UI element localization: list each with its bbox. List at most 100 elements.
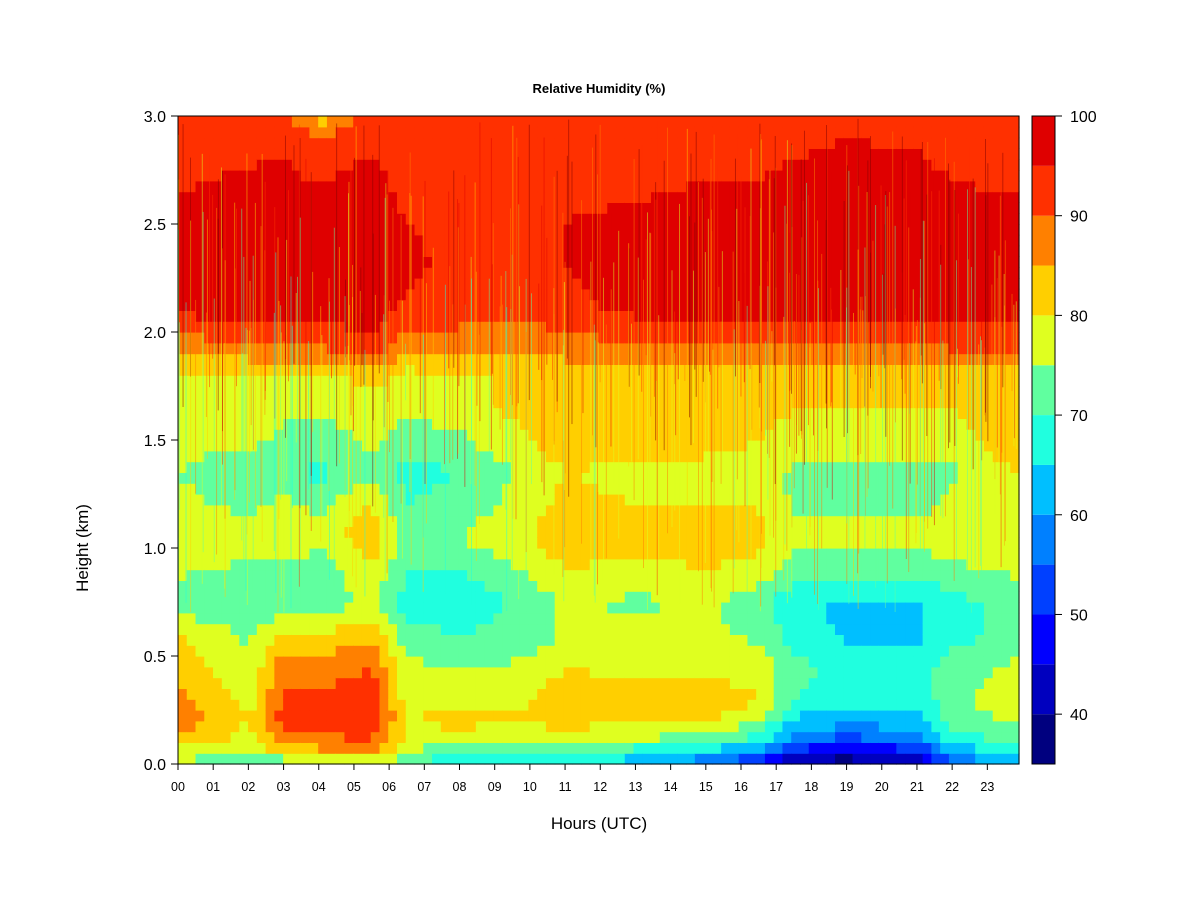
heatmap-cell [335,234,346,247]
heatmap-cell [195,612,205,625]
heatmap-cell [659,634,670,646]
heatmap-cell [239,191,249,203]
heatmap-cell [659,591,670,603]
heatmap-cell [502,288,512,301]
heatmap-cell [563,180,573,193]
heatmap-cell [379,116,389,128]
heatmap-cell [729,645,740,657]
heatmap-cell [405,537,416,549]
heatmap-cell [432,170,442,182]
heatmap-cell [475,656,486,668]
heatmap-cell [633,245,643,257]
heatmap-cell [808,580,819,592]
heatmap-cell [318,375,328,387]
heatmap-cell [572,710,582,722]
heatmap-cell [616,321,626,333]
heatmap-cell [458,396,468,409]
heatmap-cell [318,256,328,268]
heatmap-cell [379,677,389,689]
heatmap-cell [423,720,433,733]
heatmap-cell [686,656,696,668]
heatmap-cell [344,699,354,711]
heatmap-cell [475,645,486,657]
heatmap-cell [230,515,240,527]
heatmap-cell [475,483,486,495]
heatmap-cell [554,537,565,549]
heatmap-cell [616,170,626,182]
heatmap-cell [738,191,749,203]
heatmap-cell [484,526,494,538]
heatmap-cell [668,213,678,225]
heatmap-cell [607,677,617,689]
heatmap-cell [878,494,889,506]
heatmap-cell [405,461,416,473]
heatmap-cell [826,634,836,646]
heatmap-cell [808,666,819,679]
heatmap-cell [887,429,897,441]
heatmap-cell [379,159,389,171]
heatmap-cell [432,116,442,128]
heatmap-cell [817,170,827,182]
heatmap-cell [554,191,565,203]
heatmap-cell [318,288,328,301]
heatmap-cell [475,375,486,387]
heatmap-cell [248,656,258,668]
heatmap-cell [878,148,889,160]
heatmap-cell [817,710,827,722]
heatmap-cell [221,677,232,689]
heatmap-cell [213,742,223,754]
heatmap-cell [397,256,407,268]
heatmap-cell [326,504,337,517]
heatmap-cell [230,494,240,506]
heatmap-cell [493,364,503,376]
heatmap-cell [738,504,749,517]
heatmap-cell [835,548,845,560]
heatmap-cell [799,558,810,571]
heatmap-cell [808,753,819,765]
heatmap-cell [335,180,346,193]
heatmap-cell [239,710,249,722]
heatmap-cell [835,278,845,290]
heatmap-cell [843,602,854,614]
heatmap-cell [449,612,459,625]
heatmap-cell [887,472,897,484]
heatmap-cell [729,288,740,301]
heatmap-cell [449,710,459,722]
heatmap-cell [353,224,363,236]
heatmap-cell [423,353,433,365]
heatmap-cell [782,753,792,765]
heatmap-cell [265,224,275,236]
heatmap-cell [607,288,617,301]
heatmap-cell [265,666,275,679]
heatmap-cell [291,450,302,463]
heatmap-cell [414,731,424,743]
heatmap-cell [773,299,784,311]
heatmap-cell [519,213,530,225]
heatmap-cell [379,429,389,441]
heatmap-cell [291,720,302,733]
heatmap-cell [449,548,459,560]
heatmap-cell [712,224,722,236]
heatmap-cell [291,148,302,160]
heatmap-cell [344,720,354,733]
heatmap-cell [580,418,591,430]
heatmap-cell [256,699,267,711]
heatmap-cell [265,245,275,257]
heatmap-cell [475,623,486,635]
heatmap-cell [721,634,731,646]
heatmap-cell [572,623,582,635]
heatmap-cell [397,278,407,290]
heatmap-cell [896,677,906,689]
heatmap-cell [397,407,407,419]
heatmap-cell [799,731,810,743]
heatmap-cell [239,645,249,657]
heatmap-cell [239,591,249,603]
heatmap-cell [703,537,713,549]
heatmap-cell [300,299,311,311]
heatmap-cell [353,602,363,614]
heatmap-cell [817,332,827,344]
heatmap-cell [852,753,862,765]
heatmap-cell [870,116,880,128]
heatmap-cell [686,634,696,646]
heatmap-cell [572,332,582,344]
